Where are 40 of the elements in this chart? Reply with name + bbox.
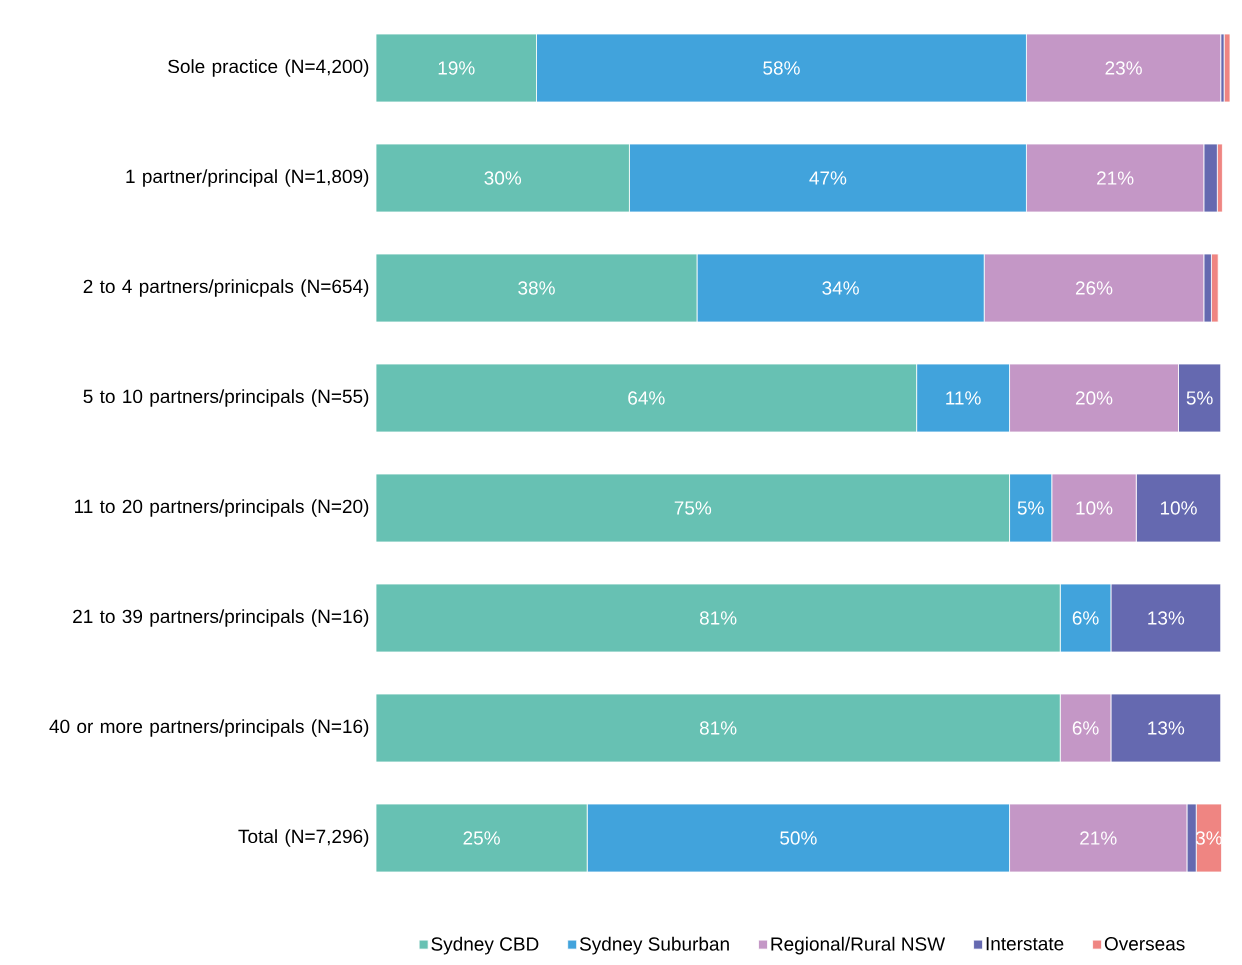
- legend-label: Regional/Rural NSW: [771, 936, 946, 955]
- bar: [1223, 33, 1231, 103]
- legend-label: Overseas: [1104, 937, 1185, 951]
- data-label: 6%: [1072, 611, 1099, 625]
- y-tick-label: 11 to 20 partners/principals (N=20): [75, 499, 369, 517]
- y-tick-label: 1 partner/principal (N=1,809): [126, 169, 369, 187]
- data-label: 6%: [1072, 721, 1099, 735]
- data-label: 5%: [1186, 391, 1213, 405]
- y-tick-label: Sole practice (N=4,200): [168, 59, 369, 77]
- data-label: 81%: [699, 721, 737, 735]
- y-tick-label: Total (N=7,296): [238, 829, 369, 847]
- data-label: 11%: [946, 391, 981, 405]
- data-label: 10%: [1160, 501, 1197, 515]
- legend-label: Interstate: [986, 937, 1064, 951]
- data-label: 26%: [1075, 281, 1113, 295]
- data-label: 58%: [763, 61, 800, 75]
- data-label: 13%: [1148, 721, 1185, 735]
- data-label: 20%: [1075, 391, 1113, 405]
- data-label: 21%: [1097, 171, 1134, 185]
- data-label: 5%: [1017, 501, 1044, 515]
- legend-label: Sydney CBD: [431, 936, 539, 955]
- data-label: 21%: [1080, 831, 1117, 845]
- data-label: 75%: [674, 501, 712, 515]
- y-tick-label: 40 or more partners/principals (N=16): [49, 719, 369, 737]
- data-label: 38%: [518, 281, 555, 295]
- data-label: 10%: [1076, 501, 1113, 515]
- data-label: 64%: [628, 391, 665, 405]
- legend-label: Sydney Suburban: [579, 936, 729, 955]
- data-label: 47%: [809, 171, 847, 185]
- data-label: 13%: [1148, 611, 1185, 625]
- data-label: 25%: [463, 831, 500, 845]
- data-label: 34%: [822, 281, 859, 295]
- data-label: 23%: [1105, 61, 1142, 75]
- y-tick-label: 2 to 4 partners/prinicpals (N=654): [83, 279, 369, 297]
- data-label: 30%: [484, 171, 522, 185]
- data-label: 81%: [699, 611, 737, 625]
- y-tick-label: 5 to 10 partners/principals (N=55): [83, 389, 369, 407]
- data-label: 19%: [438, 61, 475, 75]
- data-label: 50%: [780, 831, 817, 845]
- y-tick-label: 21 to 39 partners/principals (N=16): [73, 609, 369, 627]
